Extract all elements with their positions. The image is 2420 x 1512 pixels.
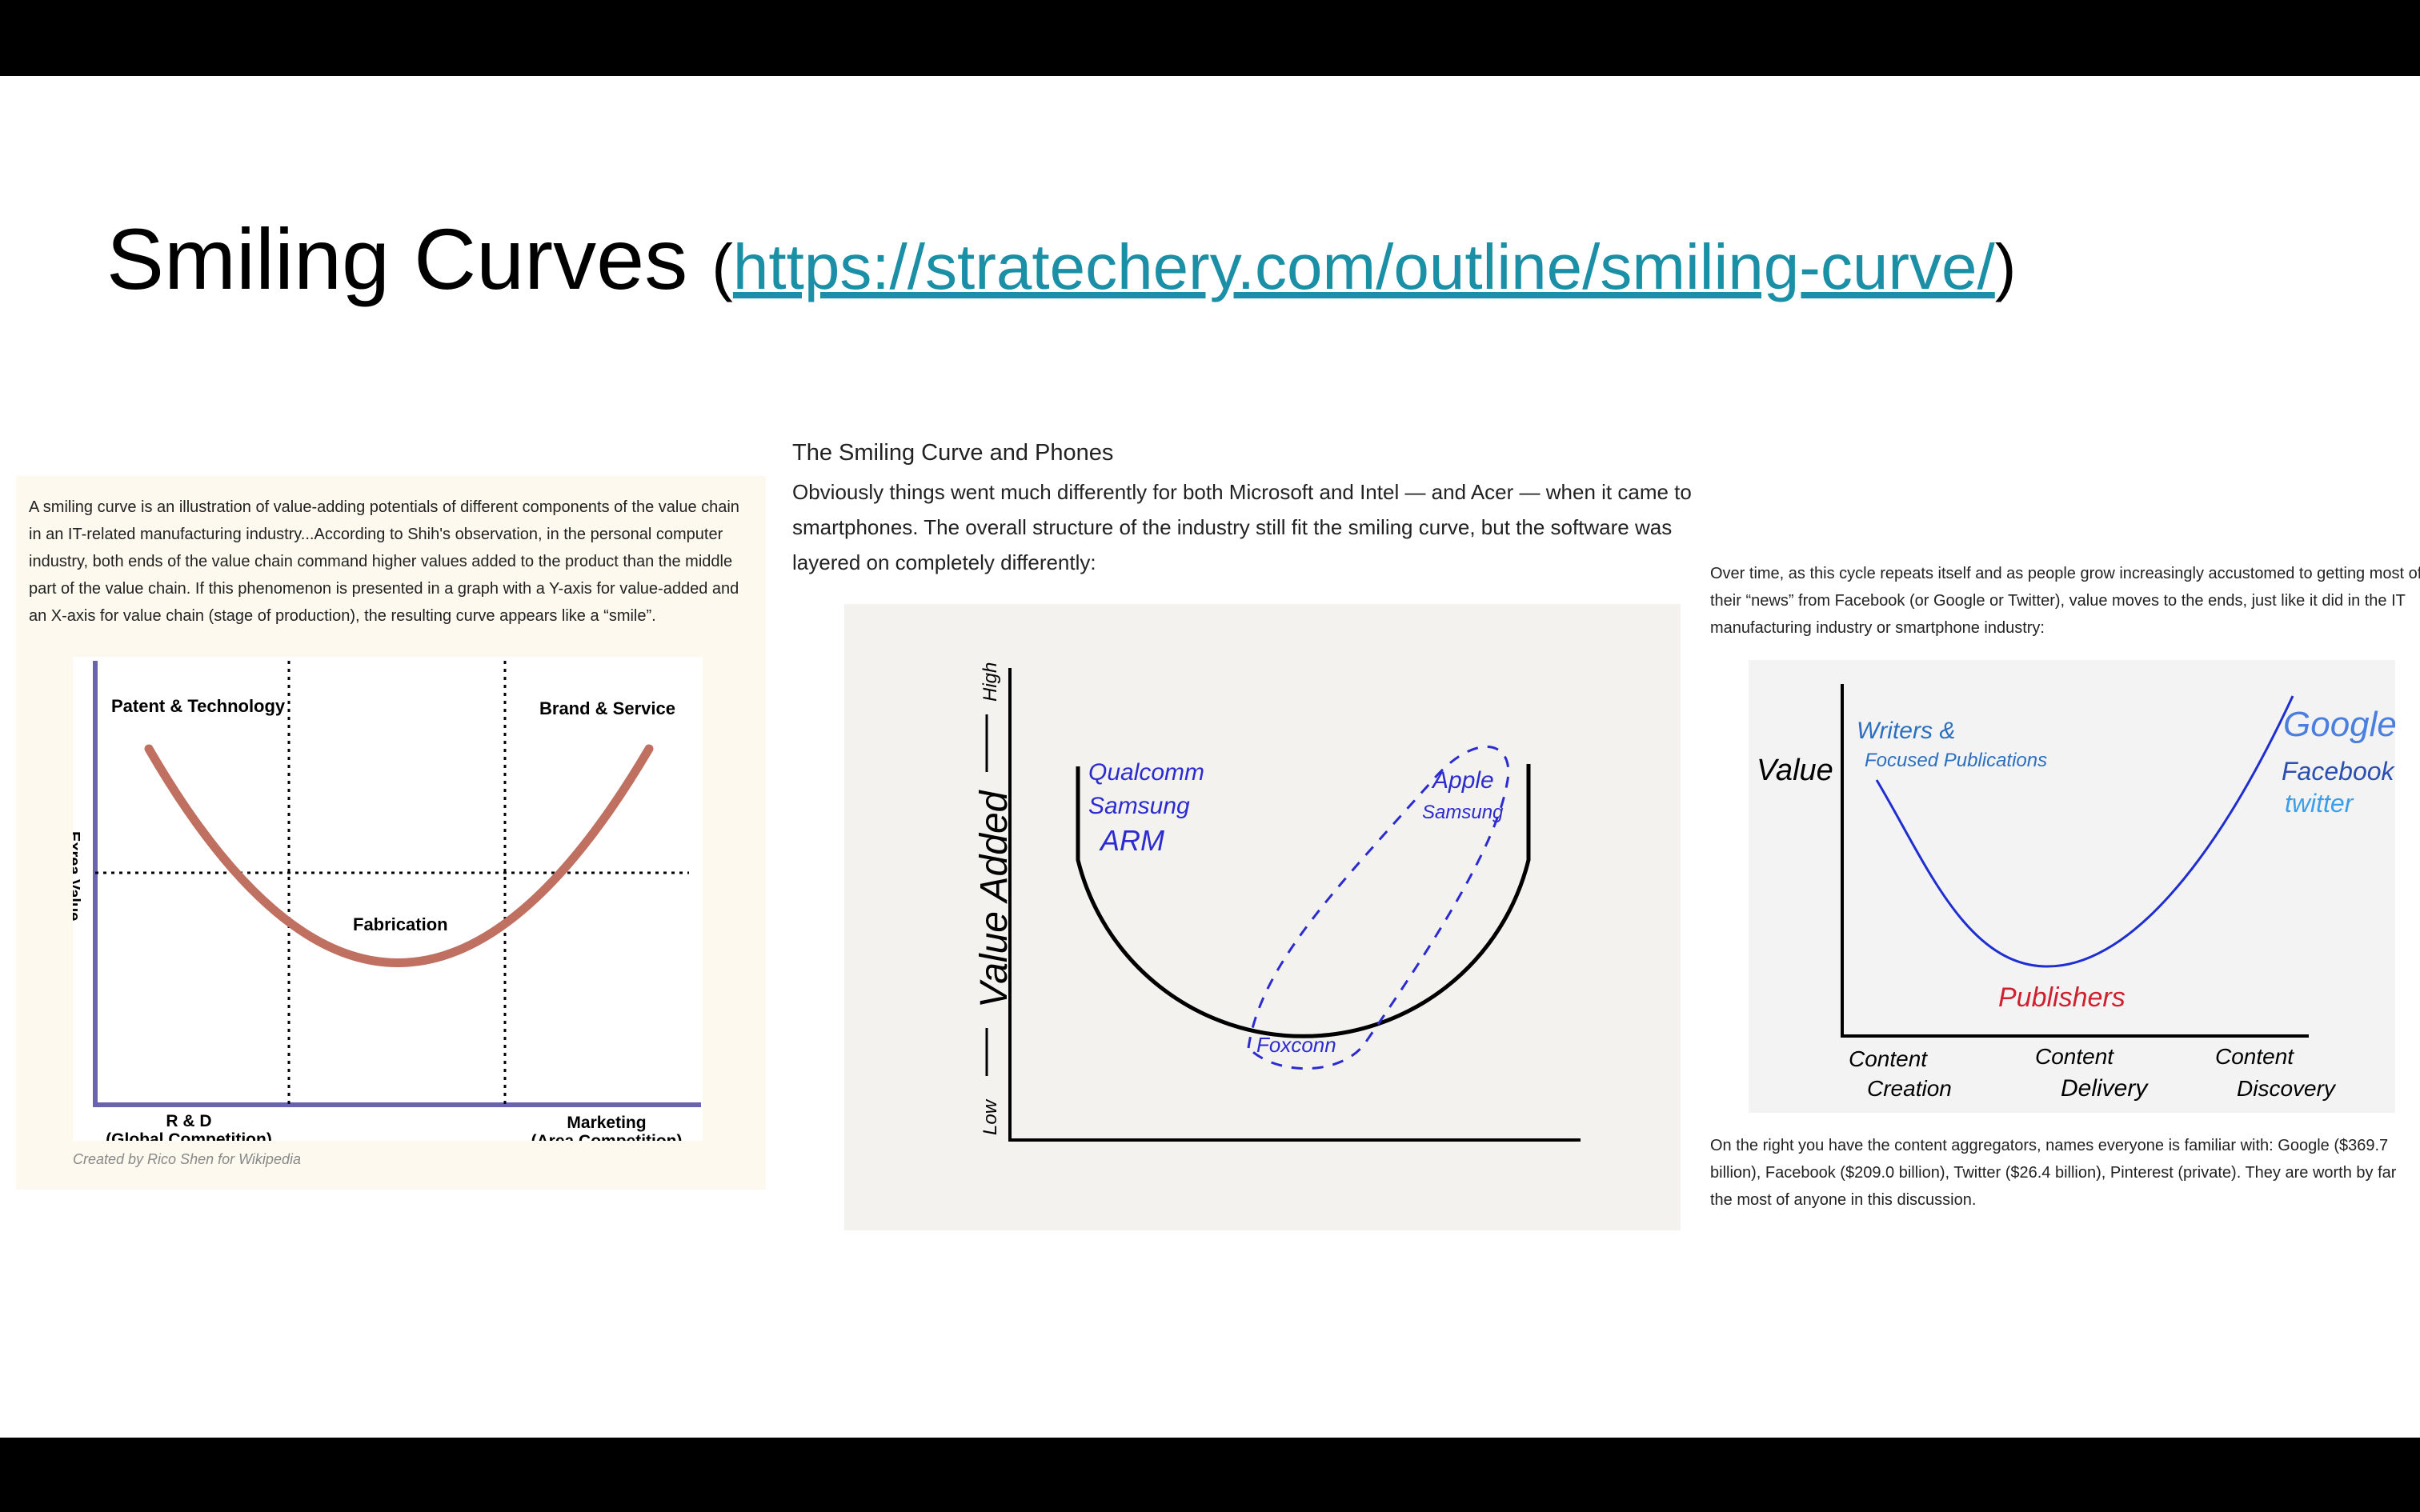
x-label-creation: Creation: [1867, 1076, 1952, 1101]
content-curve: [1875, 695, 2294, 968]
phones-paragraph: Obviously things went much differently f…: [792, 480, 1692, 574]
x-label-area-competition: (Area Competition): [531, 1132, 683, 1141]
aggregation-line-2: their “news” from Facebook (or Google or…: [1710, 592, 2406, 610]
label-arm: ARM: [1099, 824, 1164, 857]
phones-heading: The Smiling Curve and Phones: [792, 440, 1114, 466]
label-facebook: Facebook: [2282, 757, 2395, 786]
label-apple: Apple: [1431, 767, 1494, 794]
label-fabrication: Fabrication: [353, 914, 448, 934]
smiling-curve-definition: A smiling curve is an illustration of va…: [29, 498, 739, 625]
x-label-rd: R & D: [166, 1112, 211, 1130]
slide: Smiling Curves (https://stratechery.com/…: [0, 76, 2420, 1438]
bottom-letterbox: [0, 1438, 2420, 1512]
y-axis-label: Exrea Value: [73, 831, 82, 921]
label-google: Google: [2283, 705, 2395, 744]
smile-curve: [1076, 764, 1531, 1038]
x-label-delivery: Delivery: [2061, 1075, 2149, 1102]
x-label-discovery: Discovery: [2237, 1076, 2337, 1101]
stratechery-link[interactable]: https://stratechery.com/outline/smiling-…: [732, 231, 1995, 302]
aggregators-paragraph: On the right you have the content aggreg…: [1710, 1137, 2397, 1209]
x-label-content-1: Content: [1849, 1046, 1928, 1071]
title-text: Smiling Curves: [106, 210, 688, 307]
slide-title: Smiling Curves (https://stratechery.com/…: [106, 216, 2016, 302]
label-foxconn: Foxconn: [1256, 1033, 1336, 1057]
image-credit: Created by Rico Shen for Wikipedia: [73, 1151, 301, 1167]
aggregation-line-1: Over time, as this cycle repeats itself …: [1710, 565, 2420, 582]
label-qualcomm: Qualcomm: [1088, 759, 1204, 786]
aggregation-paragraph: Over time, as this cycle repeats itself …: [1710, 560, 2420, 642]
wikipedia-excerpt-panel: A smiling curve is an illustration of va…: [16, 476, 766, 1190]
label-writers: Writers &: [1857, 718, 1955, 744]
label-samsung-left: Samsung: [1088, 793, 1190, 819]
y-axis-label: Value Added: [973, 790, 1016, 1008]
aggregation-line-3: manufacturing industry or smartphone ind…: [1710, 619, 2045, 637]
y-axis-label: Value: [1757, 754, 1833, 787]
smiling-curve-chart: Patent & Technology Brand & Service Fabr…: [65, 657, 703, 1150]
apple-foxconn-grouping: [1247, 746, 1510, 1070]
phones-smiling-curve-chart: Value Added High Low Qualcomm Samsung AR…: [844, 604, 1681, 1230]
title-paren-open: (: [711, 231, 733, 302]
title-paren-close: ): [1994, 231, 2017, 302]
label-patent-technology: Patent & Technology: [111, 696, 286, 716]
label-samsung-right: Samsung: [1422, 802, 1504, 823]
x-label-global-competition: (Global Competition): [106, 1130, 272, 1141]
label-twitter: twitter: [2285, 789, 2354, 818]
smile-curve: [144, 744, 654, 967]
label-publishers: Publishers: [1998, 982, 2126, 1013]
y-low-label: Low: [980, 1098, 1001, 1135]
x-label-content-3: Content: [2215, 1044, 2294, 1069]
label-focused-publications: Focused Publications: [1865, 750, 2047, 771]
top-letterbox: [0, 0, 2420, 76]
x-label-marketing: Marketing: [567, 1114, 646, 1132]
content-smiling-curve-chart: Value Writers & Focused Publications Pub…: [1749, 660, 2397, 1113]
x-label-content-2: Content: [2035, 1044, 2114, 1069]
label-brand-service: Brand & Service: [539, 698, 675, 718]
y-high-label: High: [980, 662, 1001, 702]
